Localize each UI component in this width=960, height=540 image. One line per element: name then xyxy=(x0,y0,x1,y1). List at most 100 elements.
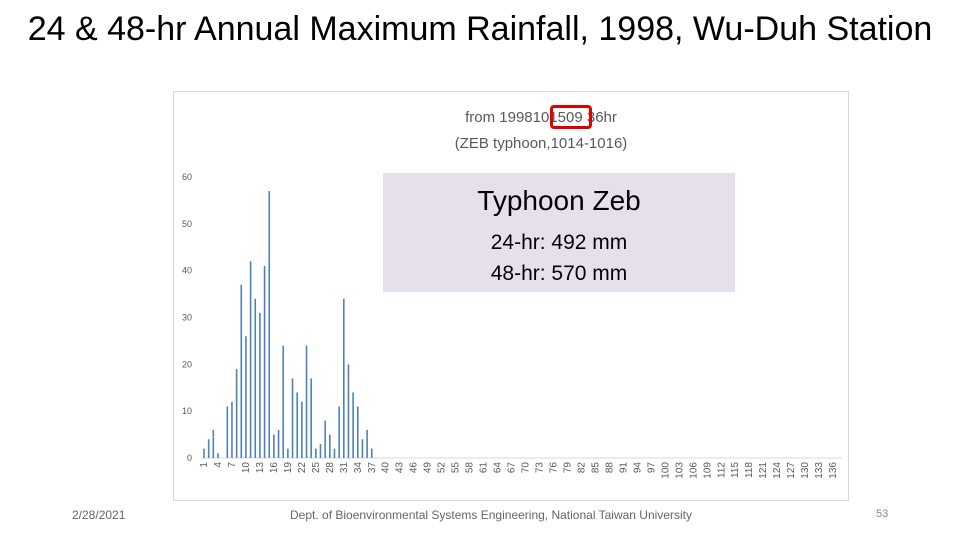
rainfall-bar xyxy=(263,265,266,458)
rainfall-bar xyxy=(343,298,345,458)
x-tick-label: 1 xyxy=(199,462,210,468)
x-tick-label: 4 xyxy=(213,462,224,468)
rainfall-bar xyxy=(338,406,340,458)
y-tick-label: 40 xyxy=(182,266,192,276)
x-tick-label: 40 xyxy=(381,462,392,474)
rainfall-bar xyxy=(217,453,219,458)
x-tick-label: 55 xyxy=(451,462,462,474)
x-tick-label: 118 xyxy=(744,462,755,478)
rainfall-bar xyxy=(226,406,229,458)
slide-title: 24 & 48-hr Annual Maximum Rainfall, 1998… xyxy=(27,10,933,48)
x-tick-label: 100 xyxy=(660,462,671,479)
x-tick-label: 34 xyxy=(353,462,364,474)
rainfall-bar xyxy=(282,345,285,458)
x-tick-label: 127 xyxy=(786,462,797,479)
rainfall-bar xyxy=(207,439,210,458)
x-tick-label: 37 xyxy=(367,462,378,474)
x-tick-label: 67 xyxy=(507,462,518,474)
x-tick-label: 58 xyxy=(465,462,476,474)
x-tick-label: 22 xyxy=(297,462,308,474)
x-tick-label: 106 xyxy=(688,462,699,479)
rainfall-bar xyxy=(301,401,303,458)
rainfall-bar xyxy=(296,392,298,458)
rainfall-bar xyxy=(273,434,275,458)
callout-title: Typhoon Zeb xyxy=(477,185,641,216)
rainfall-bar xyxy=(249,261,252,458)
x-tick-label: 115 xyxy=(730,462,741,478)
highlight-box xyxy=(550,105,592,129)
x-tick-label: 97 xyxy=(646,462,657,474)
x-tick-label: 130 xyxy=(800,462,811,479)
x-tick-label: 16 xyxy=(269,462,280,474)
rainfall-bar xyxy=(319,443,322,458)
x-tick-label: 91 xyxy=(618,462,629,474)
rainfall-bar xyxy=(268,191,271,459)
x-tick-label: 109 xyxy=(702,462,713,479)
rainfall-bar xyxy=(370,448,373,458)
rainfall-bar xyxy=(315,448,317,458)
rainfall-bar xyxy=(203,448,205,458)
rainfall-bar xyxy=(277,429,280,458)
rainfall-bar xyxy=(231,401,233,458)
page-number: 53 xyxy=(876,508,889,520)
x-tick-label: 82 xyxy=(576,462,587,474)
y-tick-label: 10 xyxy=(182,406,192,416)
callout-48hr: 48-hr: 570 mm xyxy=(490,262,628,285)
rainfall-bar xyxy=(240,284,243,458)
rainfall-bar xyxy=(259,312,261,458)
x-tick-label: 28 xyxy=(325,462,336,474)
x-tick-label: 7 xyxy=(227,462,238,468)
x-tick-label: 64 xyxy=(493,462,504,474)
rainfall-bar xyxy=(352,392,354,458)
x-tick-label: 46 xyxy=(409,462,420,474)
x-tick-label: 124 xyxy=(772,462,783,479)
rainfall-bar xyxy=(324,420,326,458)
chart-title-highlight: 36hr xyxy=(586,109,617,126)
rainfall-bar xyxy=(212,429,215,458)
chart-area: from 1998101509 36hr (ZEB typhoon,1014-1… xyxy=(173,91,849,501)
callout-24hr: 24-hr: 492 mm xyxy=(490,231,628,254)
footer-date: 2/28/2021 xyxy=(72,508,126,522)
rainfall-bar xyxy=(310,378,312,458)
chart-title-line1: from 1998101509 36hr xyxy=(174,108,848,128)
rainfall-bar xyxy=(366,429,368,458)
x-tick-label: 31 xyxy=(339,462,350,474)
x-tick-label: 73 xyxy=(535,462,546,474)
y-tick-label: 50 xyxy=(182,219,192,229)
x-tick-label: 76 xyxy=(549,462,560,474)
x-tick-label: 13 xyxy=(255,462,266,474)
rainfall-bar xyxy=(361,439,364,458)
y-tick-label: 60 xyxy=(182,172,192,182)
x-tick-label: 10 xyxy=(241,462,252,474)
rainfall-bar xyxy=(356,406,359,458)
x-tick-label: 121 xyxy=(758,462,769,479)
x-tick-label: 61 xyxy=(479,462,490,474)
x-tick-label: 88 xyxy=(604,462,615,474)
x-tick-label: 79 xyxy=(562,462,573,474)
rainfall-bar xyxy=(291,378,294,458)
rainfall-bar xyxy=(245,336,247,458)
x-tick-label: 94 xyxy=(632,462,643,474)
rainfall-bar xyxy=(333,448,336,458)
rainfall-bar xyxy=(347,364,350,458)
y-tick-label: 0 xyxy=(187,453,192,463)
x-tick-label: 49 xyxy=(423,462,434,474)
x-tick-label: 85 xyxy=(590,462,601,474)
x-tick-label: 19 xyxy=(283,462,294,474)
x-tick-label: 103 xyxy=(674,462,685,479)
rainfall-bar xyxy=(254,298,257,458)
x-tick-label: 43 xyxy=(395,462,406,474)
x-tick-label: 136 xyxy=(828,462,839,479)
footer-department: Dept. of Bioenvironmental Systems Engine… xyxy=(290,508,692,522)
chart-title-prefix: from 1998101509 xyxy=(465,109,587,126)
y-tick-label: 30 xyxy=(182,313,192,323)
chart-title-line2: (ZEB typhoon,1014-1016) xyxy=(454,135,628,152)
x-tick-label: 52 xyxy=(437,462,448,474)
typhoon-callout: Typhoon Zeb 24-hr: 492 mm 48-hr: 570 mm xyxy=(383,173,735,292)
x-tick-label: 25 xyxy=(311,462,322,474)
x-tick-label: 70 xyxy=(521,462,532,474)
x-tick-label: 112 xyxy=(716,462,727,478)
x-tick-label: 133 xyxy=(814,462,825,479)
y-tick-label: 20 xyxy=(182,359,192,369)
